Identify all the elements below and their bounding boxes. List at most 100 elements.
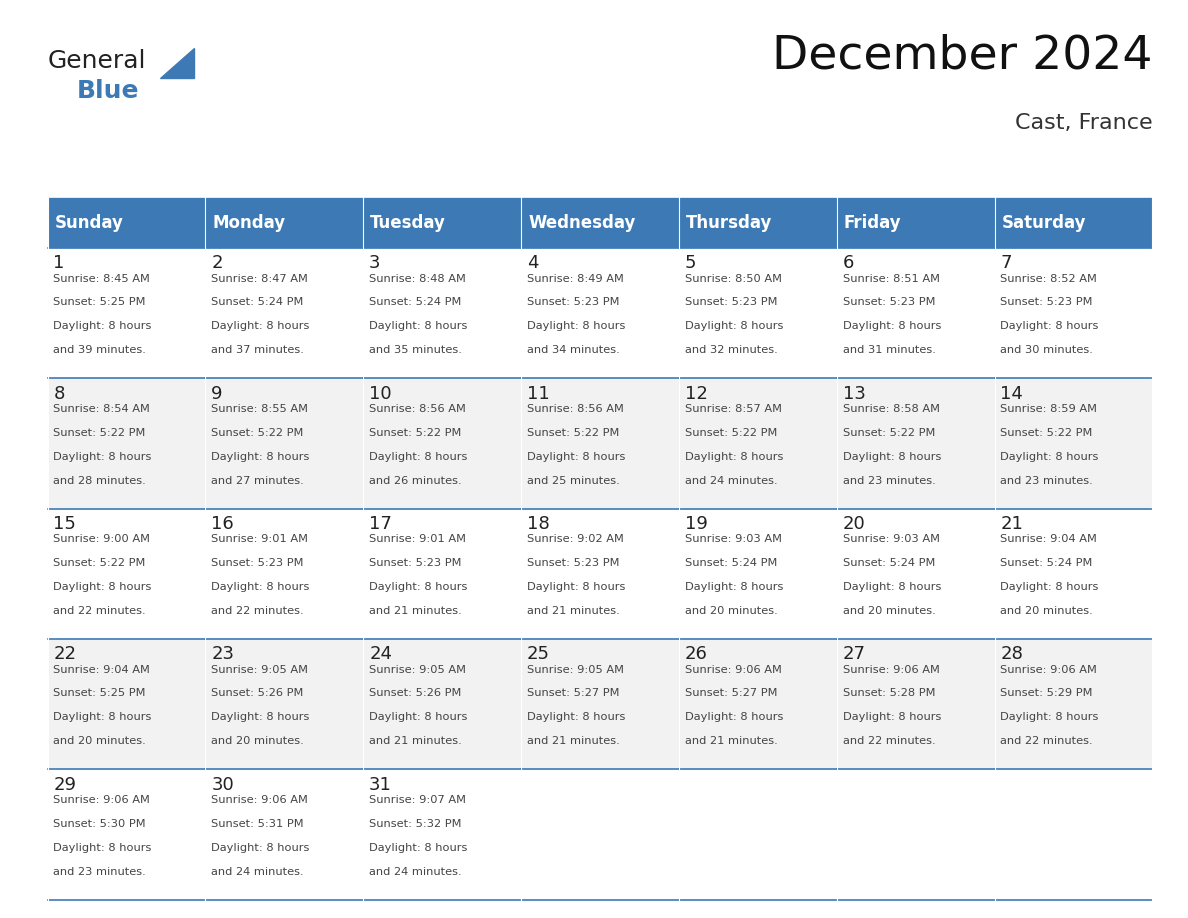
Text: and 39 minutes.: and 39 minutes.	[53, 345, 146, 355]
Bar	[48, 378, 206, 509]
Text: Daylight: 8 hours: Daylight: 8 hours	[842, 452, 941, 462]
Text: Daylight: 8 hours: Daylight: 8 hours	[53, 712, 152, 722]
Bar	[678, 769, 836, 900]
Text: Wednesday: Wednesday	[529, 214, 636, 231]
Bar	[678, 509, 836, 639]
Text: and 22 minutes.: and 22 minutes.	[53, 606, 146, 616]
Text: Daylight: 8 hours: Daylight: 8 hours	[527, 712, 625, 722]
Bar	[994, 639, 1152, 769]
Text: Daylight: 8 hours: Daylight: 8 hours	[684, 452, 783, 462]
Text: Daylight: 8 hours: Daylight: 8 hours	[684, 712, 783, 722]
Bar	[994, 378, 1152, 509]
Text: 6: 6	[842, 254, 854, 273]
Text: Daylight: 8 hours: Daylight: 8 hours	[684, 321, 783, 331]
Bar	[206, 509, 364, 639]
Text: Sunset: 5:27 PM: Sunset: 5:27 PM	[527, 688, 619, 699]
Text: Sunrise: 9:01 AM: Sunrise: 9:01 AM	[211, 534, 309, 544]
Bar	[48, 509, 206, 639]
Text: 26: 26	[684, 645, 708, 664]
Text: Sunrise: 9:06 AM: Sunrise: 9:06 AM	[211, 795, 308, 805]
Text: Sunset: 5:22 PM: Sunset: 5:22 PM	[1000, 428, 1093, 438]
Text: Daylight: 8 hours: Daylight: 8 hours	[211, 582, 310, 592]
Text: Daylight: 8 hours: Daylight: 8 hours	[1000, 582, 1099, 592]
Text: and 22 minutes.: and 22 minutes.	[211, 606, 304, 616]
Text: Sunset: 5:22 PM: Sunset: 5:22 PM	[211, 428, 304, 438]
Text: Sunrise: 8:55 AM: Sunrise: 8:55 AM	[211, 404, 309, 414]
Text: Sunset: 5:22 PM: Sunset: 5:22 PM	[527, 428, 619, 438]
Bar	[836, 248, 994, 378]
Text: Daylight: 8 hours: Daylight: 8 hours	[369, 452, 468, 462]
Text: and 20 minutes.: and 20 minutes.	[211, 736, 304, 746]
Text: Sunset: 5:27 PM: Sunset: 5:27 PM	[684, 688, 777, 699]
Text: and 31 minutes.: and 31 minutes.	[842, 345, 935, 355]
Polygon shape	[160, 48, 194, 78]
Text: Sunset: 5:31 PM: Sunset: 5:31 PM	[211, 819, 304, 829]
Text: 8: 8	[53, 385, 65, 403]
Text: Sunrise: 8:48 AM: Sunrise: 8:48 AM	[369, 274, 466, 284]
Text: Sunset: 5:32 PM: Sunset: 5:32 PM	[369, 819, 462, 829]
Text: and 34 minutes.: and 34 minutes.	[527, 345, 620, 355]
Bar	[836, 197, 994, 248]
Text: and 25 minutes.: and 25 minutes.	[527, 476, 620, 486]
Bar	[522, 197, 678, 248]
Text: Sunset: 5:24 PM: Sunset: 5:24 PM	[842, 558, 935, 568]
Text: Daylight: 8 hours: Daylight: 8 hours	[842, 582, 941, 592]
Text: Sunrise: 8:56 AM: Sunrise: 8:56 AM	[369, 404, 466, 414]
Text: and 21 minutes.: and 21 minutes.	[527, 606, 620, 616]
Text: Sunday: Sunday	[55, 214, 124, 231]
Text: Sunset: 5:26 PM: Sunset: 5:26 PM	[211, 688, 304, 699]
Bar	[206, 197, 364, 248]
Bar	[364, 769, 522, 900]
Text: and 21 minutes.: and 21 minutes.	[684, 736, 778, 746]
Text: Sunset: 5:28 PM: Sunset: 5:28 PM	[842, 688, 935, 699]
Text: Sunset: 5:22 PM: Sunset: 5:22 PM	[369, 428, 461, 438]
Text: Monday: Monday	[213, 214, 285, 231]
Text: Sunset: 5:25 PM: Sunset: 5:25 PM	[53, 297, 146, 308]
Text: Sunrise: 9:03 AM: Sunrise: 9:03 AM	[684, 534, 782, 544]
Text: and 28 minutes.: and 28 minutes.	[53, 476, 146, 486]
Text: Sunrise: 9:05 AM: Sunrise: 9:05 AM	[527, 665, 624, 675]
Text: 16: 16	[211, 515, 234, 533]
Text: and 22 minutes.: and 22 minutes.	[1000, 736, 1093, 746]
Text: Sunrise: 9:00 AM: Sunrise: 9:00 AM	[53, 534, 151, 544]
Bar	[48, 639, 206, 769]
Text: Sunset: 5:22 PM: Sunset: 5:22 PM	[842, 428, 935, 438]
Text: Sunset: 5:23 PM: Sunset: 5:23 PM	[369, 558, 462, 568]
Bar	[48, 197, 206, 248]
Text: and 20 minutes.: and 20 minutes.	[53, 736, 146, 746]
Text: 28: 28	[1000, 645, 1023, 664]
Text: Sunrise: 8:59 AM: Sunrise: 8:59 AM	[1000, 404, 1098, 414]
Text: Sunset: 5:23 PM: Sunset: 5:23 PM	[842, 297, 935, 308]
Text: 29: 29	[53, 776, 76, 794]
Text: Friday: Friday	[843, 214, 902, 231]
Text: and 21 minutes.: and 21 minutes.	[369, 736, 462, 746]
Text: 9: 9	[211, 385, 223, 403]
Text: Daylight: 8 hours: Daylight: 8 hours	[53, 452, 152, 462]
Text: 19: 19	[684, 515, 708, 533]
Text: Sunset: 5:26 PM: Sunset: 5:26 PM	[369, 688, 461, 699]
Text: 20: 20	[842, 515, 865, 533]
Text: Saturday: Saturday	[1001, 214, 1086, 231]
Text: 3: 3	[369, 254, 380, 273]
Text: and 23 minutes.: and 23 minutes.	[842, 476, 935, 486]
Text: Sunset: 5:22 PM: Sunset: 5:22 PM	[53, 428, 146, 438]
Text: Sunset: 5:22 PM: Sunset: 5:22 PM	[684, 428, 777, 438]
Bar	[364, 248, 522, 378]
Text: Daylight: 8 hours: Daylight: 8 hours	[527, 582, 625, 592]
Text: Daylight: 8 hours: Daylight: 8 hours	[211, 712, 310, 722]
Text: 11: 11	[527, 385, 550, 403]
Text: and 20 minutes.: and 20 minutes.	[1000, 606, 1093, 616]
Text: Sunset: 5:24 PM: Sunset: 5:24 PM	[1000, 558, 1093, 568]
Text: and 30 minutes.: and 30 minutes.	[1000, 345, 1093, 355]
Text: and 20 minutes.: and 20 minutes.	[684, 606, 778, 616]
Text: and 35 minutes.: and 35 minutes.	[369, 345, 462, 355]
Text: 14: 14	[1000, 385, 1023, 403]
Text: Daylight: 8 hours: Daylight: 8 hours	[211, 321, 310, 331]
Bar	[678, 248, 836, 378]
Bar	[206, 248, 364, 378]
Text: Sunset: 5:24 PM: Sunset: 5:24 PM	[369, 297, 461, 308]
Text: December 2024: December 2024	[772, 33, 1152, 78]
Text: Daylight: 8 hours: Daylight: 8 hours	[369, 843, 468, 853]
Bar	[836, 769, 994, 900]
Text: 15: 15	[53, 515, 76, 533]
